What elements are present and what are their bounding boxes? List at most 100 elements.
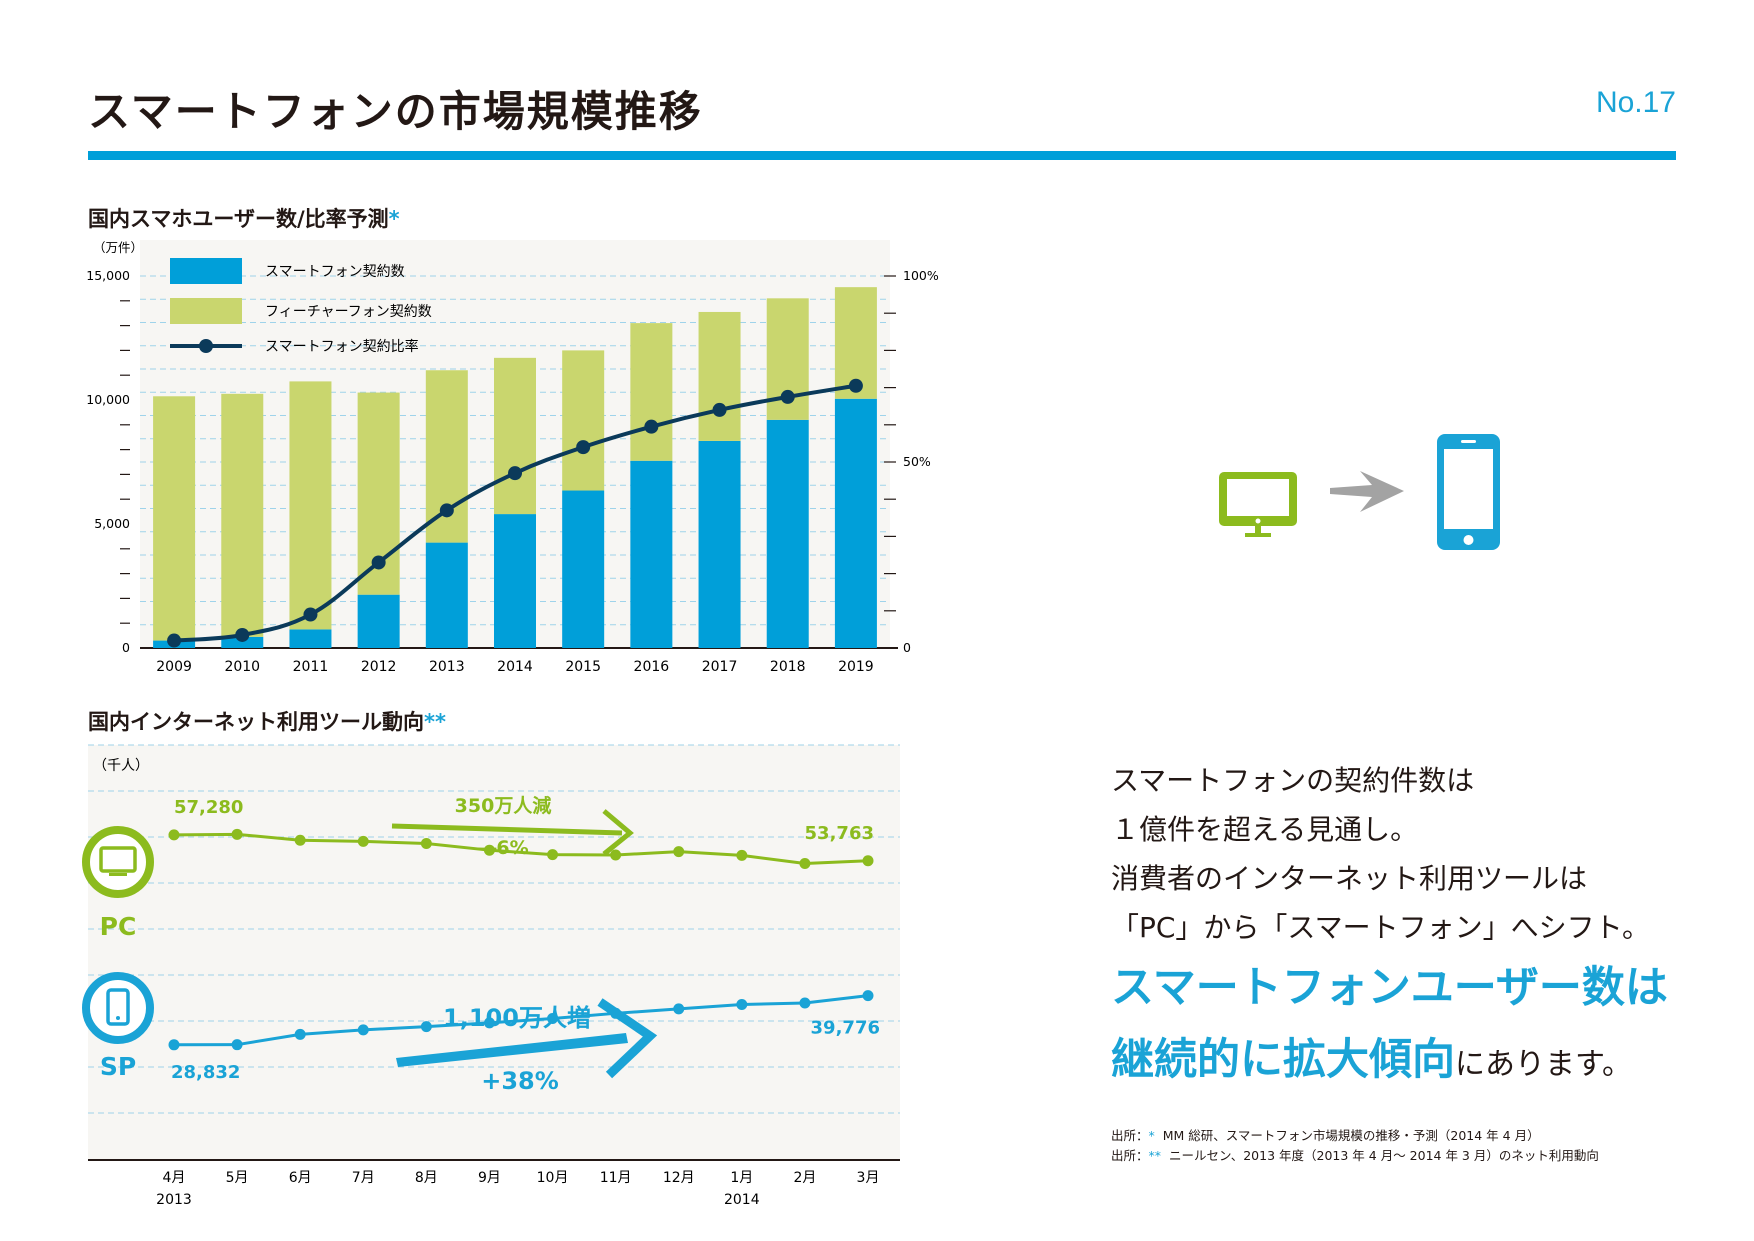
x-axis-tick-label: 12月 (663, 1170, 695, 1186)
legend-marker (199, 339, 213, 353)
bar-feature-phone (221, 393, 264, 637)
source-2: 出所：** ニールセン、2013 年度（2013 年 4 月〜 2014 年 3… (1111, 1146, 1599, 1166)
x-axis-tick-label: 2015 (565, 659, 601, 675)
right-axis-tick-label: 50% (903, 454, 931, 469)
ratio-point (508, 466, 522, 481)
source-1: 出所：* MM 総研、スマートフォン市場規模の推移・予測（2014 年 4 月） (1111, 1126, 1599, 1146)
pc-change-label: 350万人減 (455, 794, 552, 817)
pc-to-sp-illustration (1210, 430, 1510, 564)
sp-point (483, 1017, 495, 1029)
chart1-heading: 国内スマホユーザー数/比率予測* (88, 203, 400, 233)
sp-point (357, 1024, 369, 1036)
bar-smartphone (425, 542, 468, 648)
sp-circle-ring (82, 972, 154, 1044)
sp-point (673, 1003, 685, 1015)
x-axis-tick-label: 2013 (429, 659, 465, 675)
pc-to-sp-graphic (1219, 434, 1500, 550)
x-axis-tick-label: 2月 (793, 1170, 816, 1186)
bar-feature-phone (630, 323, 673, 461)
x-axis-tick-label: 2010 (224, 659, 260, 675)
legend-swatch (170, 258, 242, 284)
x-axis-tick-label: 9月 (478, 1170, 501, 1186)
pc-point (483, 844, 495, 856)
x-axis-tick-label: 2011 (293, 659, 329, 675)
pc-start-label: 57,280 (174, 797, 243, 818)
bar-feature-phone (494, 357, 536, 515)
sp-end-label: 39,776 (811, 1018, 880, 1039)
pc-trend-arrow-head (602, 809, 634, 856)
ratio-point (235, 627, 250, 642)
bar-smartphone (698, 440, 741, 648)
ratio-point (371, 555, 386, 570)
pc-pct-label: ―6% (477, 837, 528, 859)
source-1-text: MM 総研、スマートフォン市場規模の推移・予測（2014 年 4 月） (1162, 1128, 1540, 1143)
sp-series-label: SP (100, 1052, 136, 1081)
pc-point (610, 849, 622, 861)
x-axis-tick-label: 8月 (415, 1170, 438, 1186)
sp-point (799, 997, 811, 1009)
source-1-prefix: 出所： (1111, 1128, 1149, 1143)
pc-end-label: 53,763 (805, 823, 874, 844)
internet-tool-chart: （千人） 4月 5月 6月 7月 8月 9月 10月 11月 12月 1月 2月 3月 2013 2014 5… (82, 744, 900, 1208)
sp-circle-icon (82, 972, 154, 1044)
smartphone-user-chart: 0 5,000 10,000 15,000 （万件） 0 50% 100% 2009 2010 20… (86, 240, 939, 675)
x-axis-tick-label: 2017 (702, 659, 738, 675)
pc-point (294, 834, 306, 846)
bar-smartphone (221, 636, 264, 648)
legend-label: フィーチャーフォン契約数 (265, 304, 432, 320)
pc-point (736, 849, 748, 861)
pc-series-label: PC (100, 912, 137, 941)
pc-point (799, 857, 811, 869)
x-axis-year-label: 2013 (156, 1192, 192, 1208)
x-axis-tick-label: 5月 (226, 1170, 249, 1186)
summary-line-1: スマートフォンの契約件数は (1111, 764, 1475, 797)
smartphone-icon (1437, 434, 1500, 550)
ratio-point (712, 402, 727, 417)
pc-monitor-screen (99, 846, 137, 873)
pc-trend-arrow-shaft (391, 823, 623, 836)
pc-point (168, 829, 180, 841)
x-axis-tick-label: 2012 (361, 659, 397, 675)
x-axis-tick-label: 10月 (537, 1170, 569, 1186)
sp-point (168, 1039, 180, 1051)
bar-smartphone (766, 419, 809, 648)
title-rule (88, 151, 1676, 160)
x-axis-tick-label: 4月 (163, 1170, 186, 1186)
ratio-point (167, 633, 182, 648)
pc-circle-icon (82, 826, 154, 898)
x-axis-tick-label: 2014 (497, 659, 533, 675)
highlight-line-2: 継続的に拡大傾向にあります。 (1111, 1024, 1751, 1101)
bar-feature-phone (562, 350, 605, 491)
x-axis-tick-label: 2018 (770, 659, 806, 675)
left-axis-tick-label: 0 (122, 640, 130, 655)
ratio-point (780, 389, 795, 404)
arrow-right-icon (1330, 471, 1404, 512)
pc-monitor-stand (109, 873, 127, 876)
bar-smartphone (289, 629, 332, 648)
monitor-icon (1219, 472, 1297, 537)
x-axis-tick-label: 6月 (289, 1170, 312, 1186)
page-number: No.17 (1595, 86, 1676, 119)
page-title: スマートフォンの市場規模推移 (88, 87, 703, 136)
x-axis-tick-label: 1月 (730, 1170, 753, 1186)
sp-start-label: 28,832 (171, 1062, 240, 1083)
sp-line (173, 994, 869, 1047)
sp-change-label: 1,100万人増 (443, 1004, 591, 1032)
ratio-point (576, 440, 591, 455)
source-1-mark: * (1148, 1128, 1155, 1143)
pc-point (862, 855, 874, 867)
sp-phone-button (116, 1016, 120, 1020)
chart2-heading: 国内インターネット利用ツール動向** (88, 706, 446, 736)
sp-phone-body (106, 988, 130, 1026)
chart1-heading-mark: * (388, 207, 400, 231)
x-axis-tick-label: 11月 (600, 1170, 632, 1186)
summary-highlight: スマートフォンユーザー数は 継続的に拡大傾向にあります。 (1111, 952, 1751, 1101)
sp-point (736, 998, 748, 1010)
left-axis-tick-label: 15,000 (86, 268, 130, 283)
highlight-line-1: スマートフォンユーザー数は (1111, 963, 1668, 1013)
pc-point (547, 849, 559, 861)
unit-label: （千人） (93, 758, 149, 774)
highlight-tail: にあります。 (1455, 1047, 1632, 1082)
bar-smartphone (630, 460, 673, 648)
ratio-point (848, 378, 863, 393)
